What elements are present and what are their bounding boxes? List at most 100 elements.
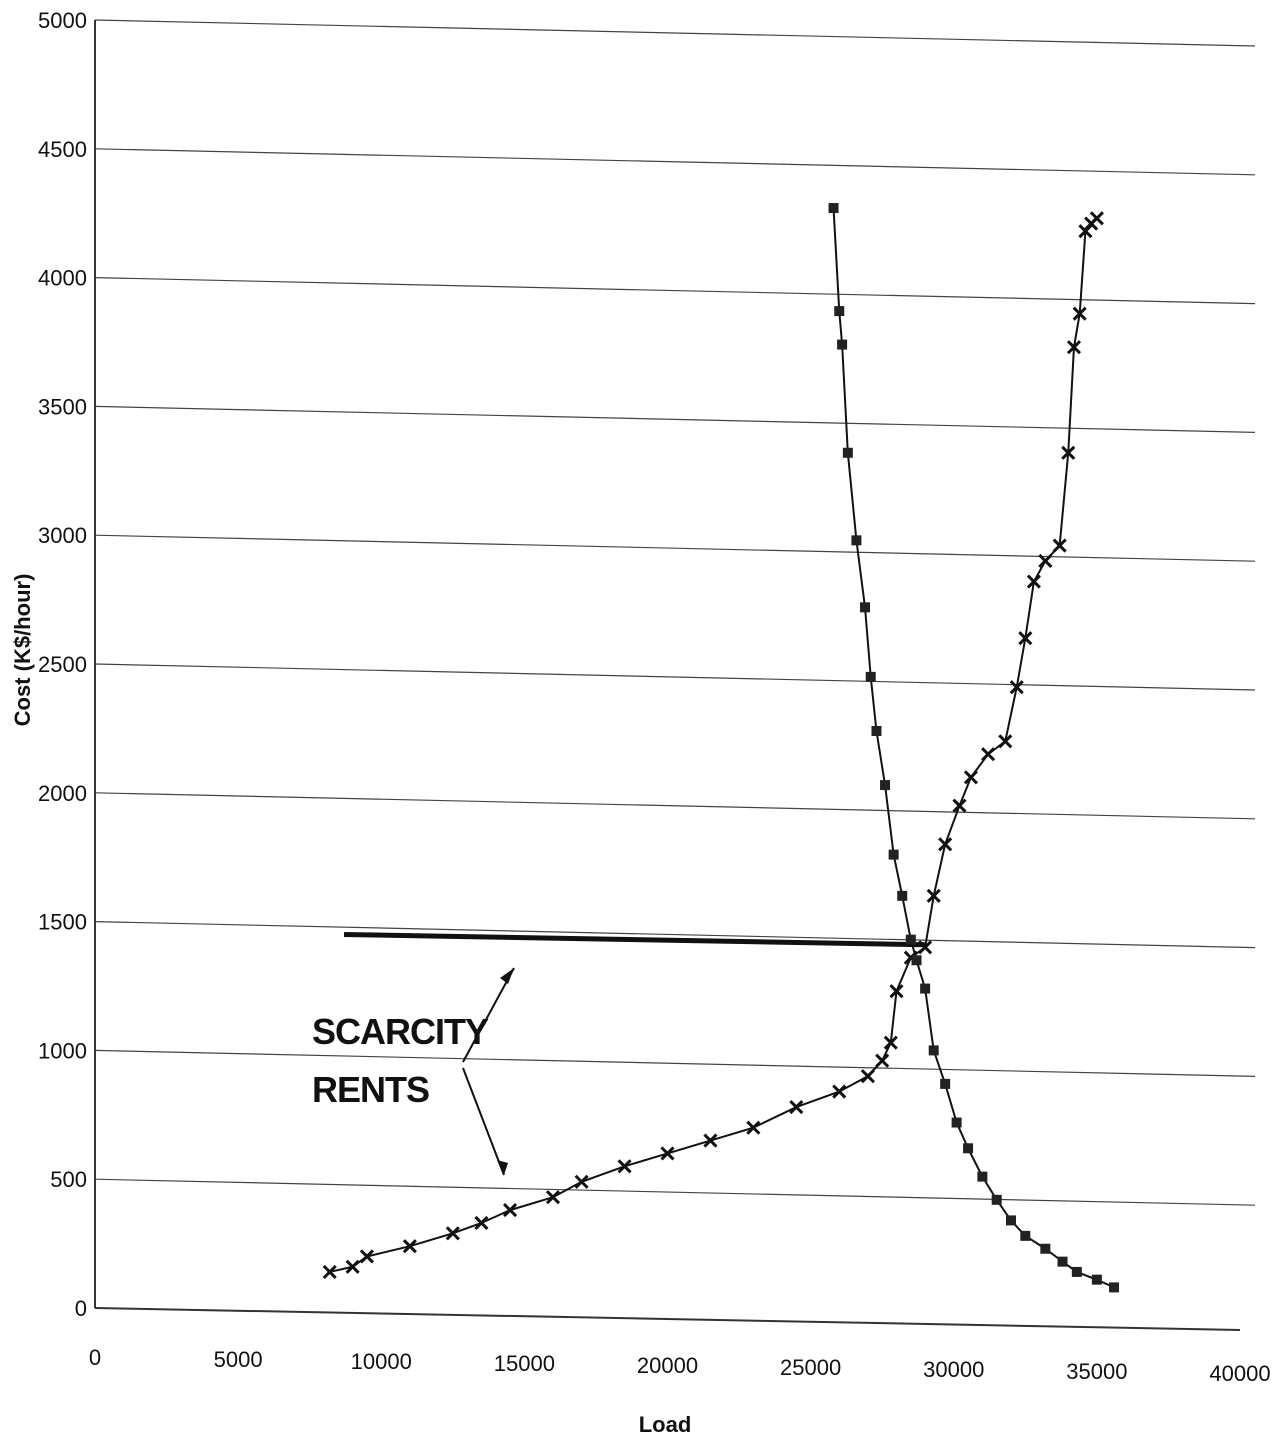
- data-point: [832, 1084, 847, 1099]
- data-point: [926, 888, 941, 903]
- data-point: [952, 798, 967, 813]
- data-point: [703, 1133, 718, 1148]
- data-point: [1040, 1243, 1051, 1254]
- x-tick-label: 0: [89, 1345, 101, 1370]
- data-point: [905, 934, 916, 945]
- data-point: [617, 1159, 632, 1174]
- x-axis-title: Load: [639, 1412, 692, 1437]
- data-point: [1109, 1282, 1120, 1293]
- data-point: [963, 1143, 974, 1154]
- y-tick-label: 5000: [38, 8, 87, 33]
- grid-line: [94, 921, 1256, 949]
- annotation-line-1: SCARCITY: [312, 1011, 489, 1052]
- series-2: [828, 203, 1120, 1293]
- y-tick-labels: 0 500 1000 1500 2000 2500 3000 3500 4000 4500 5000: [38, 8, 87, 1321]
- data-point: [889, 984, 904, 999]
- grid-line: [94, 277, 1256, 305]
- y-tick-label: 500: [50, 1167, 87, 1192]
- x-tick-label: 10000: [351, 1349, 412, 1374]
- y-tick-label: 2000: [38, 781, 87, 806]
- series-group: [322, 203, 1120, 1293]
- annotation: SCARCITY RENTS: [312, 967, 515, 1176]
- grid-line: [94, 1178, 1256, 1206]
- data-point: [918, 940, 933, 955]
- grid-line: [94, 663, 1256, 691]
- data-point: [1071, 1266, 1082, 1277]
- data-point: [991, 1194, 1002, 1205]
- data-point: [1009, 680, 1024, 695]
- annotation-line-2: RENTS: [312, 1069, 429, 1110]
- data-point: [871, 725, 882, 736]
- x-tick-label: 40000: [1209, 1361, 1270, 1386]
- data-point: [880, 780, 891, 791]
- data-point: [660, 1146, 675, 1161]
- data-point: [345, 1259, 360, 1274]
- y-tick-label: 3000: [38, 523, 87, 548]
- data-point: [888, 849, 899, 860]
- data-point: [842, 447, 853, 458]
- data-point: [574, 1174, 589, 1189]
- data-point: [789, 1100, 804, 1115]
- data-point: [503, 1203, 518, 1218]
- data-point: [860, 1069, 875, 1084]
- x-tick-label: 20000: [637, 1353, 698, 1378]
- data-point: [1038, 553, 1053, 569]
- y-tick-label: 1000: [38, 1038, 87, 1063]
- annotation-arrowhead-down: [497, 1160, 508, 1175]
- grid-line: [94, 534, 1256, 562]
- data-point: [1061, 445, 1076, 460]
- data-point: [1018, 631, 1033, 646]
- grid-line: [94, 792, 1256, 820]
- scarcity-line-group: [343, 931, 926, 948]
- data-point: [951, 1117, 962, 1128]
- data-point: [1057, 1256, 1068, 1267]
- data-point: [860, 602, 871, 613]
- data-point: [545, 1190, 561, 1205]
- data-point: [402, 1239, 417, 1254]
- series-line: [329, 217, 1098, 1273]
- data-point: [928, 1045, 939, 1056]
- y-tick-label: 4500: [38, 137, 87, 162]
- x-tick-label: 35000: [1066, 1359, 1127, 1384]
- data-point: [897, 890, 908, 901]
- x-tick-label: 25000: [780, 1355, 841, 1380]
- y-tick-label: 2500: [38, 652, 87, 677]
- data-point: [998, 734, 1013, 749]
- data-point: [865, 671, 876, 682]
- data-point: [828, 203, 839, 214]
- data-point: [837, 339, 848, 350]
- data-point: [322, 1264, 337, 1280]
- x-tick-label: 5000: [214, 1347, 263, 1372]
- data-point: [883, 1035, 898, 1050]
- y-tick-label: 0: [75, 1296, 87, 1321]
- scarcity-line: [343, 931, 926, 948]
- data-point: [911, 955, 922, 966]
- grid-line: [94, 148, 1256, 176]
- y-axis-title: Cost (K$/hour): [10, 574, 35, 727]
- data-point: [1052, 538, 1067, 553]
- y-tick-label: 1500: [38, 910, 87, 935]
- data-point: [359, 1249, 374, 1264]
- data-point: [1089, 211, 1104, 226]
- data-point: [1026, 574, 1041, 589]
- data-point: [445, 1226, 460, 1241]
- x-tick-labels: 0 5000 10000 15000 20000 25000 30000 35000 40000: [89, 1345, 1271, 1386]
- data-point: [938, 837, 953, 852]
- data-point: [1066, 340, 1082, 355]
- x-axis-line: [94, 1307, 1241, 1331]
- data-point: [963, 770, 978, 785]
- annotation-arrow-down: [462, 1067, 505, 1176]
- data-point: [474, 1215, 489, 1231]
- annotation-arrowhead-up: [500, 968, 514, 984]
- data-point: [834, 306, 845, 317]
- data-point: [1072, 306, 1087, 321]
- grid-line: [94, 19, 1256, 47]
- grid-line: [94, 1049, 1256, 1077]
- grid-line: [94, 405, 1256, 433]
- x-tick-label: 30000: [923, 1357, 984, 1382]
- y-tick-label: 4000: [38, 266, 87, 291]
- data-point: [1091, 1274, 1102, 1285]
- grid-lines: [94, 19, 1256, 1206]
- data-point: [1006, 1215, 1016, 1226]
